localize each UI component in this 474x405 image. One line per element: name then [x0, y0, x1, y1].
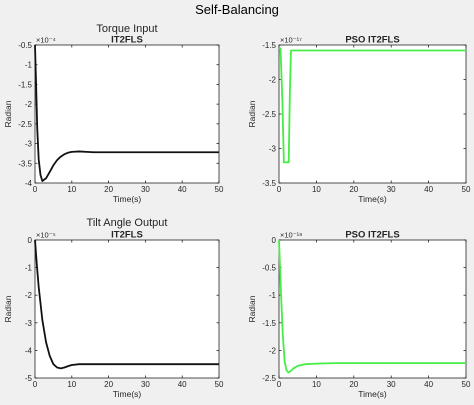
figure-title: Self-Balancing	[195, 2, 279, 17]
plot-3-axes-box	[34, 239, 220, 379]
plot-2-ylabel: Radian	[247, 100, 257, 127]
plot-3-exponent: ×10⁻⁵	[36, 231, 56, 240]
plot-1-ytick-label-1: -3.5	[18, 159, 32, 168]
plot-1-xtick-label-4: 40	[178, 185, 187, 194]
plot-1-ylabel: Radian	[3, 100, 13, 127]
plot-4-ytick-label-0: -2.5	[262, 374, 276, 383]
plot-4-ytick-label-3: -1	[269, 291, 277, 300]
plot-3-xtick-label-1: 10	[67, 380, 76, 389]
plot-4-xlabel: Time(s)	[358, 389, 387, 399]
plot-3-ytick-label-0: -5	[25, 374, 33, 383]
plot-2-xtick-label-4: 40	[424, 185, 433, 194]
plot-1-xtick-label-1: 10	[67, 185, 76, 194]
plot-2-xtick-label-1: 10	[312, 185, 321, 194]
plot-3-xtick-label-0: 0	[33, 380, 38, 389]
plot-3-ylabel: Radian	[3, 295, 13, 322]
plot-2-xtick-label-0: 0	[277, 185, 282, 194]
plot-3-xtick-label-5: 50	[215, 380, 224, 389]
plot-2-xtick-label-2: 20	[349, 185, 358, 194]
plot-3-xtick-label-3: 30	[141, 380, 150, 389]
plot-4-xtick-label-3: 30	[387, 380, 396, 389]
plot-2-ytick-label-2: -2.5	[262, 110, 276, 119]
plot-3-xlabel: Time(s)	[113, 389, 142, 399]
plot-1-ytick-label-5: -1.5	[18, 80, 32, 89]
plot-1-ytick-label-3: -2.5	[18, 120, 32, 129]
plot-1-ytick-label-0: -4	[25, 179, 33, 188]
plot-2-title: PSO IT2FLS	[345, 35, 399, 46]
row-title-1: Torque Input	[96, 23, 157, 35]
plot-3-xtick-label-4: 40	[178, 380, 187, 389]
plot-4-xtick-label-5: 50	[462, 380, 471, 389]
plot-3-ytick-label-2: -3	[25, 319, 33, 328]
plot-1-ytick-label-7: -0.5	[18, 41, 32, 50]
plot-4-ylabel: Radian	[247, 295, 257, 322]
plot-1-title: IT2FLS	[111, 35, 143, 46]
plot-3-xtick-label-2: 20	[104, 380, 113, 389]
plot-1-series-line-0	[34, 44, 219, 182]
plot-4-ytick-label-5: 0	[272, 236, 277, 245]
plot-1-xtick-label-2: 20	[104, 185, 113, 194]
plot-2-axes-box	[278, 44, 467, 184]
plot-4-exponent: ×10⁻¹⁸	[280, 231, 302, 240]
plot-1-exponent: ×10⁻⁴	[36, 36, 56, 45]
plot-2-exponent: ×10⁻¹⁷	[280, 36, 302, 45]
plot-4-ytick-label-4: -0.5	[262, 264, 276, 273]
plot-4-xtick-label-4: 40	[424, 380, 433, 389]
plot-2-ytick-label-0: -3.5	[262, 179, 276, 188]
plot-3-series-line-0	[34, 239, 219, 370]
plot-4-ytick-label-1: -2	[269, 346, 277, 355]
plot-2-xlabel: Time(s)	[358, 194, 387, 204]
plot-4-xtick-label-0: 0	[277, 380, 282, 389]
plot-1-xtick-label-3: 30	[141, 185, 150, 194]
row-title-2: Tilt Angle Output	[87, 217, 168, 229]
plot-2-series-line-0	[279, 47, 466, 164]
plot-1-xtick-label-0: 0	[33, 185, 38, 194]
plot-4-xtick-label-1: 10	[312, 380, 321, 389]
plot-2-xtick-label-3: 30	[387, 185, 396, 194]
plot-2-ytick-label-1: -3	[269, 145, 277, 154]
plot-1-ytick-label-2: -3	[25, 140, 33, 149]
plot-4-axes-box	[278, 239, 467, 379]
plot-2-ytick-label-3: -2	[269, 76, 277, 85]
plot-1-ytick-label-4: -2	[25, 100, 33, 109]
plot-1-axes-box	[34, 44, 220, 184]
plot-3-ytick-label-3: -2	[25, 291, 33, 300]
plot-4-xtick-label-2: 20	[349, 380, 358, 389]
plot-3-ytick-label-5: 0	[28, 236, 33, 245]
plot-1-ytick-label-6: -1	[25, 61, 33, 70]
plot-3-ytick-label-1: -4	[25, 346, 33, 355]
plot-4-title: PSO IT2FLS	[345, 230, 399, 241]
plot-3-ytick-label-4: -1	[25, 264, 33, 273]
plot-2-xtick-label-5: 50	[462, 185, 471, 194]
plot-1-xtick-label-5: 50	[215, 185, 224, 194]
plot-3-title: IT2FLS	[111, 230, 143, 241]
plot-4-series-line-0	[278, 239, 466, 374]
plot-1-xlabel: Time(s)	[113, 194, 142, 204]
plot-4-ytick-label-2: -1.5	[262, 319, 276, 328]
plot-2-ytick-label-4: -1.5	[262, 41, 276, 50]
